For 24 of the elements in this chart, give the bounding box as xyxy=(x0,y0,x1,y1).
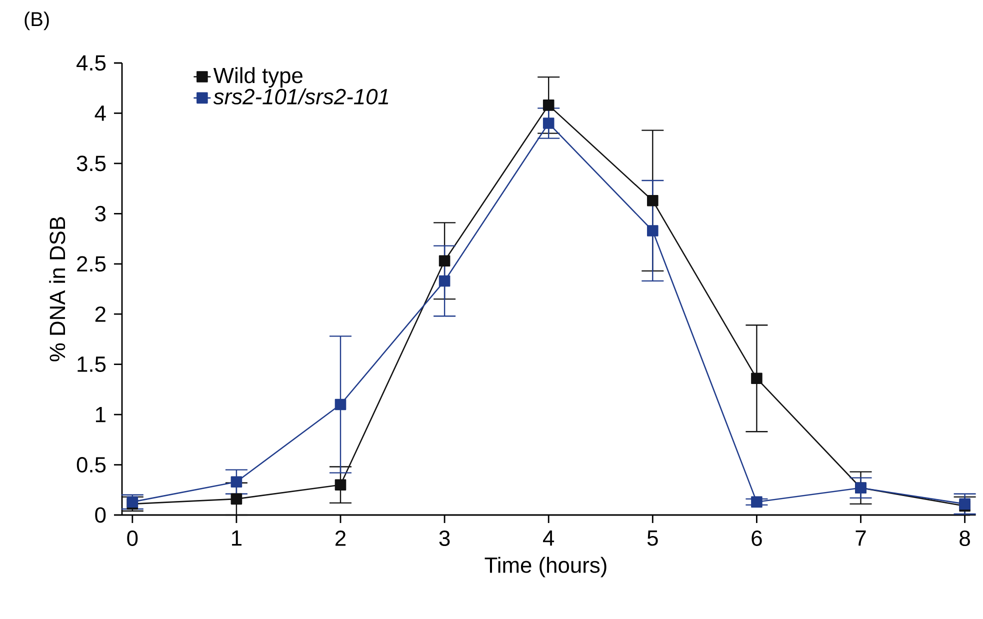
x-tick-label: 2 xyxy=(336,530,346,546)
x-tick-label: 1 xyxy=(232,530,242,546)
y-tick-label: 3.5 xyxy=(76,156,106,172)
y-tick-label: 0 xyxy=(95,507,106,523)
x-tick-label: 4 xyxy=(543,530,554,546)
x-tick-label: 6 xyxy=(752,530,762,546)
y-tick-label: 2.5 xyxy=(77,256,106,272)
legend-label: Wild type xyxy=(213,67,302,88)
y-tick-label: 2 xyxy=(95,306,106,322)
x-axis-title: Time (hours) xyxy=(484,556,606,578)
x-tick-label: 5 xyxy=(647,530,658,546)
y-tick-label: 4.5 xyxy=(76,55,106,71)
y-tick-label: 1 xyxy=(96,407,106,422)
y-tick-label: 0.5 xyxy=(76,457,106,473)
y-tick-label: 4 xyxy=(94,106,106,121)
legend-label: srs2-101/srs2-101 xyxy=(213,88,388,104)
y-axis-title: % DNA in DSB xyxy=(49,217,66,362)
x-tick-label: 8 xyxy=(960,530,970,546)
y-tick-label: 3 xyxy=(95,206,106,222)
x-tick-label: 3 xyxy=(439,530,450,546)
y-tick-label: 1.5 xyxy=(78,356,106,372)
x-tick-label: 0 xyxy=(127,530,138,546)
x-tick-label: 7 xyxy=(856,530,866,546)
chart-title: (B) xyxy=(24,12,49,30)
